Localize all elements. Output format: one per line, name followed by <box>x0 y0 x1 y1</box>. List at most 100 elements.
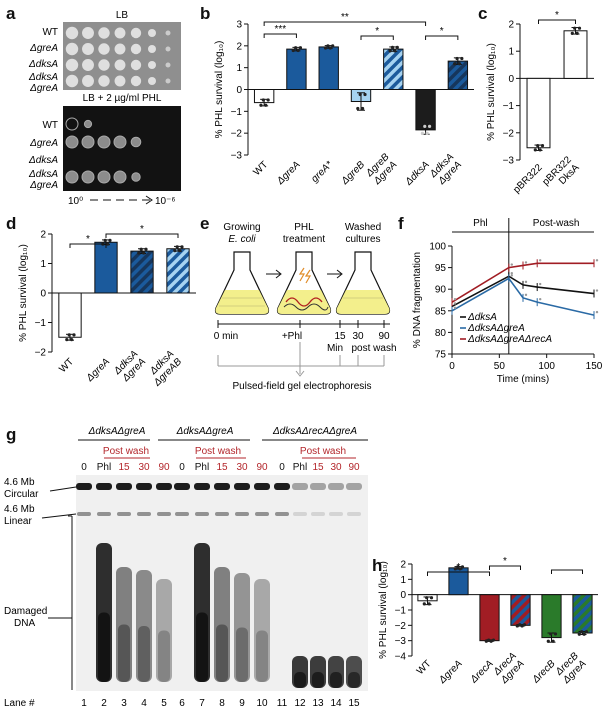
significance-label: * <box>86 234 90 245</box>
band-linear <box>293 512 307 516</box>
data-point <box>427 124 432 128</box>
bar-1 <box>94 241 118 294</box>
significance-bracket <box>360 35 394 40</box>
plate-spot <box>114 59 126 71</box>
plate-spot <box>82 43 94 55</box>
plate-spot <box>65 117 79 131</box>
category-label-text: greA* <box>309 159 335 185</box>
smear-core <box>196 612 208 682</box>
y-axis-label: % PHL survival (log₁₀) <box>486 43 497 141</box>
data-point <box>72 333 76 337</box>
flask-treatment <box>276 251 332 315</box>
y-axis-label: % PHL survival (log₁₀) <box>18 244 29 342</box>
gel-label-circular-1: 4.6 Mb <box>4 477 35 488</box>
row-label-wt-bottom: WT <box>42 120 58 131</box>
data-point <box>538 148 542 152</box>
lane-number: 3 <box>121 698 127 709</box>
plate-top-spots <box>65 26 171 88</box>
series-line-0 <box>451 275 595 308</box>
y-axis-label: % DNA fragmentation <box>412 252 423 348</box>
data-point <box>455 56 459 61</box>
y-tick-label: −2 <box>35 348 47 359</box>
plate-spot <box>130 75 142 87</box>
y-tick-label: −2 <box>503 128 515 139</box>
lane-number: 12 <box>294 698 306 709</box>
plate-spot <box>81 170 95 184</box>
gel-arrow-circular <box>49 486 77 492</box>
chart-c: −3 −2 −1 0 1 2 % PHL survival (log₁₀) pBR322pBR… <box>486 10 594 196</box>
smear-damaged-dna <box>234 573 250 682</box>
timeline-90: 90 <box>378 331 390 342</box>
smear-core <box>330 672 342 688</box>
arrow-1-head <box>275 269 282 279</box>
band-linear <box>195 512 209 516</box>
category-label: WT <box>251 159 270 178</box>
y-tick-label: 1 <box>400 575 406 586</box>
gel-label-linear-2: Linear <box>4 516 32 527</box>
lane-header: 0 <box>179 462 185 473</box>
band-linear <box>137 512 151 516</box>
lane-header: Phl <box>97 462 111 473</box>
y-tick-label: 75 <box>435 350 447 361</box>
plate-spot <box>113 135 127 149</box>
phase-postwash-label: Post-wash <box>533 218 580 229</box>
plate-spot <box>98 75 110 87</box>
plate-spot <box>82 75 94 87</box>
series-point <box>539 282 542 286</box>
gel-group-2: ΔdksAΔgreA <box>176 426 234 437</box>
data-point <box>144 247 148 251</box>
data-point <box>103 238 107 242</box>
lane-number: 8 <box>219 698 225 709</box>
chart-h: −4 −3 −2 −1 0 1 2 % PHL survival (log₁₀) WT ΔgreA… <box>378 556 598 687</box>
lane-header: 0 <box>279 462 285 473</box>
category-label-text: pBR322 <box>511 162 545 196</box>
series-point <box>595 259 599 262</box>
smear-core <box>118 624 130 682</box>
data-point <box>425 131 429 135</box>
x-tick-label: 150 <box>586 361 602 372</box>
y-tick-label: 85 <box>435 306 447 317</box>
smear-damaged-dna <box>136 570 152 682</box>
plate-spot <box>113 170 127 184</box>
legend-label: ΔdksAΔgreA <box>467 323 525 334</box>
plate-spot <box>97 135 111 149</box>
category-label-text: WT <box>415 658 434 677</box>
smear-core <box>294 672 306 688</box>
bar-2 <box>318 46 339 90</box>
y-tick-label: 80 <box>435 328 447 339</box>
gel-post-wash-1: Post wash <box>103 446 149 457</box>
series-point <box>453 306 457 309</box>
lane-header: 15 <box>118 462 130 473</box>
data-point <box>536 143 540 148</box>
significance-bracket <box>263 21 427 26</box>
data-point <box>456 565 460 569</box>
data-point <box>580 630 584 634</box>
x-axis-label: Time (mins) <box>497 374 549 385</box>
category-label-text: ΔrecA <box>468 658 496 686</box>
category-label: ΔdksA <box>403 159 432 188</box>
y-tick-label: −3 <box>231 151 243 162</box>
timeline-post-wash: post wash <box>351 343 396 354</box>
data-point <box>108 238 112 242</box>
category-label: ΔgreA <box>436 658 464 686</box>
y-tick-label: 0 <box>40 289 46 300</box>
band-circular <box>214 483 230 490</box>
lane-number: 14 <box>330 698 342 709</box>
band-linear <box>311 512 325 516</box>
data-point <box>487 638 491 642</box>
stage-phl: PHL <box>294 222 314 233</box>
data-point <box>70 338 74 342</box>
significance-bracket <box>489 565 521 570</box>
data-point <box>388 49 392 53</box>
bar-1 <box>286 48 307 90</box>
category-label: ΔrecB <box>530 658 558 686</box>
data-point <box>326 44 330 48</box>
data-point <box>180 245 184 249</box>
data-point <box>363 92 367 97</box>
band-circular <box>136 483 152 490</box>
panel-letter-g: g <box>6 425 17 444</box>
lane-header: 15 <box>216 462 228 473</box>
lane-header: 15 <box>312 462 324 473</box>
smear-core <box>312 672 324 688</box>
